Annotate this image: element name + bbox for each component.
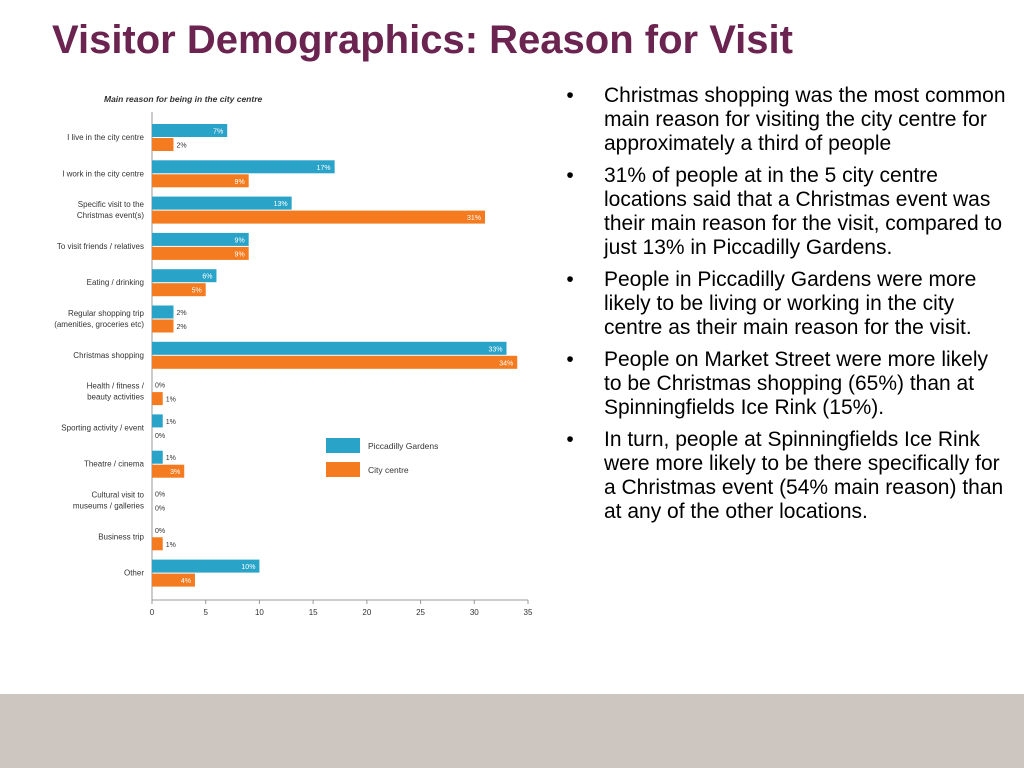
bullet-marker: • [566,164,574,187]
data-label: 2% [176,324,186,331]
category-label: Regular shopping trip [68,309,145,318]
bar-piccadilly-gardens [152,232,249,246]
chart-title: Main reason for being in the city centre [104,94,262,104]
bar-city-centre [152,210,486,224]
bar-piccadilly-gardens [152,414,163,428]
bullet-marker: • [566,268,574,291]
bar-piccadilly-gardens [152,559,260,573]
bullet-text: Christmas shopping was the most common m… [604,84,1006,155]
slide-title: Visitor Demographics: Reason for Visit [52,18,793,62]
bar-chart: Main reason for being in the city centre… [30,84,550,624]
data-label: 4% [181,578,191,585]
category-label: beauty activities [87,393,144,402]
category-label: Other [124,569,144,578]
category-label: To visit friends / relatives [57,242,144,251]
bullet-item: • In turn, people at Spinningfields Ice R… [560,428,1010,524]
legend-swatch [326,462,360,477]
bullet-item: • People on Market Street were more likel… [560,348,1010,420]
bar-city-centre [152,174,249,188]
x-tick-label: 0 [150,608,155,617]
bar-city-centre [152,283,206,297]
data-label: 3% [170,469,180,476]
legend-label: City centre [368,465,409,475]
category-label: I live in the city centre [67,133,144,142]
data-label: 17% [317,165,331,172]
bullet-text: People in Piccadilly Gardens were more l… [604,268,977,339]
data-label: 1% [166,397,176,404]
category-label: Sporting activity / event [61,423,144,432]
bar-piccadilly-gardens [152,450,163,464]
category-label: Specific visit to the [78,200,145,209]
bullet-marker: • [566,428,574,451]
bar-city-centre [152,355,518,369]
bar-city-centre [152,537,163,551]
bar-piccadilly-gardens [152,160,335,174]
x-tick-label: 35 [524,608,533,617]
x-tick-label: 5 [203,608,208,617]
category-label: Business trip [98,532,144,541]
data-label: 34% [499,360,513,367]
legend-swatch [326,438,360,453]
bar-city-centre [152,319,174,333]
data-label: 5% [192,288,202,295]
bar-city-centre [152,464,185,478]
category-label: Cultural visit to [92,491,145,500]
data-label: 9% [235,251,245,258]
bullet-item: • 31% of people at in the 5 city centre l… [560,164,1010,260]
category-label: Christmas shopping [73,351,144,360]
bar-piccadilly-gardens [152,341,507,355]
category-label: I work in the city centre [62,169,144,178]
bullet-marker: • [566,84,574,107]
data-label: 33% [488,346,502,353]
data-label: 6% [202,274,212,281]
data-label: 2% [176,143,186,150]
data-label: 10% [241,564,255,571]
bar-piccadilly-gardens [152,196,292,210]
bullet-item: • Christmas shopping was the most common … [560,84,1010,156]
bar-piccadilly-gardens [152,269,217,283]
bullet-text: People on Market Street were more likely… [604,348,988,419]
data-label: 0% [155,506,165,513]
bullet-list: • Christmas shopping was the most common … [560,84,1010,532]
data-label: 9% [235,237,245,244]
data-label: 0% [155,433,165,440]
legend-label: Piccadilly Gardens [368,441,438,451]
data-label: 1% [166,455,176,462]
category-label: Christmas event(s) [77,211,144,220]
category-label: (amenities, groceries etc) [54,320,144,329]
data-label: 7% [213,129,223,136]
data-label: 1% [166,419,176,426]
data-label: 31% [467,215,481,222]
x-tick-label: 25 [416,608,425,617]
x-tick-label: 15 [309,608,318,617]
category-label: Theatre / cinema [84,460,145,469]
category-label: Health / fitness / [87,382,145,391]
x-tick-label: 20 [362,608,371,617]
category-label: Eating / drinking [87,278,144,287]
data-label: 13% [274,201,288,208]
x-tick-label: 30 [470,608,479,617]
data-label: 1% [166,542,176,549]
bullet-text: 31% of people at in the 5 city centre lo… [604,164,1003,259]
bar-piccadilly-gardens [152,124,228,137]
bar-piccadilly-gardens [152,305,174,319]
bar-city-centre [152,573,195,587]
data-label: 9% [235,179,245,186]
bar-city-centre [152,138,174,151]
bar-city-centre [152,246,249,260]
chart-canvas: Main reason for being in the city centre… [54,94,533,617]
data-label: 0% [155,383,165,390]
x-tick-label: 10 [255,608,264,617]
footer-bar [0,694,1024,768]
bar-city-centre [152,392,163,406]
data-label: 0% [155,492,165,499]
data-label: 0% [155,528,165,535]
category-label: museums / galleries [73,502,144,511]
bullet-marker: • [566,348,574,371]
bullet-item: • People in Piccadilly Gardens were more … [560,268,1010,340]
bullet-text: In turn, people at Spinningfields Ice Ri… [604,428,1004,523]
data-label: 2% [176,310,186,317]
